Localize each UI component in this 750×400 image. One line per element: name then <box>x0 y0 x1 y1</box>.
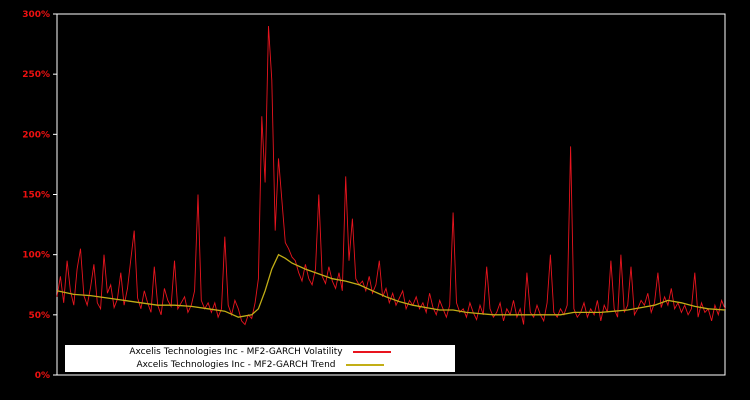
volatility-line <box>56 25 726 326</box>
y-tick-label: 300% <box>22 10 50 20</box>
legend-box: Axcelis Technologies Inc - MF2-GARCH Vol… <box>64 344 456 373</box>
y-tick-label: 150% <box>22 191 50 201</box>
y-tick-label: 250% <box>22 70 50 80</box>
plot-frame <box>56 13 726 376</box>
trend-legend-line-sample <box>345 364 384 366</box>
legend-row-trend: Axcelis Technologies Inc - MF2-GARCH Tre… <box>65 359 455 372</box>
legend-label-volatility: Axcelis Technologies Inc - MF2-GARCH Vol… <box>129 346 343 357</box>
y-tick-label: 200% <box>22 130 50 140</box>
legend-row-volatility: Axcelis Technologies Inc - MF2-GARCH Vol… <box>65 346 455 359</box>
volatility-legend-line-sample <box>352 351 391 353</box>
y-tick-label: 50% <box>28 311 50 321</box>
y-tick-label: 100% <box>22 251 50 261</box>
trend-line <box>56 253 726 318</box>
y-tick-label: 0% <box>35 371 50 381</box>
legend-label-trend: Axcelis Technologies Inc - MF2-GARCH Tre… <box>136 359 336 370</box>
